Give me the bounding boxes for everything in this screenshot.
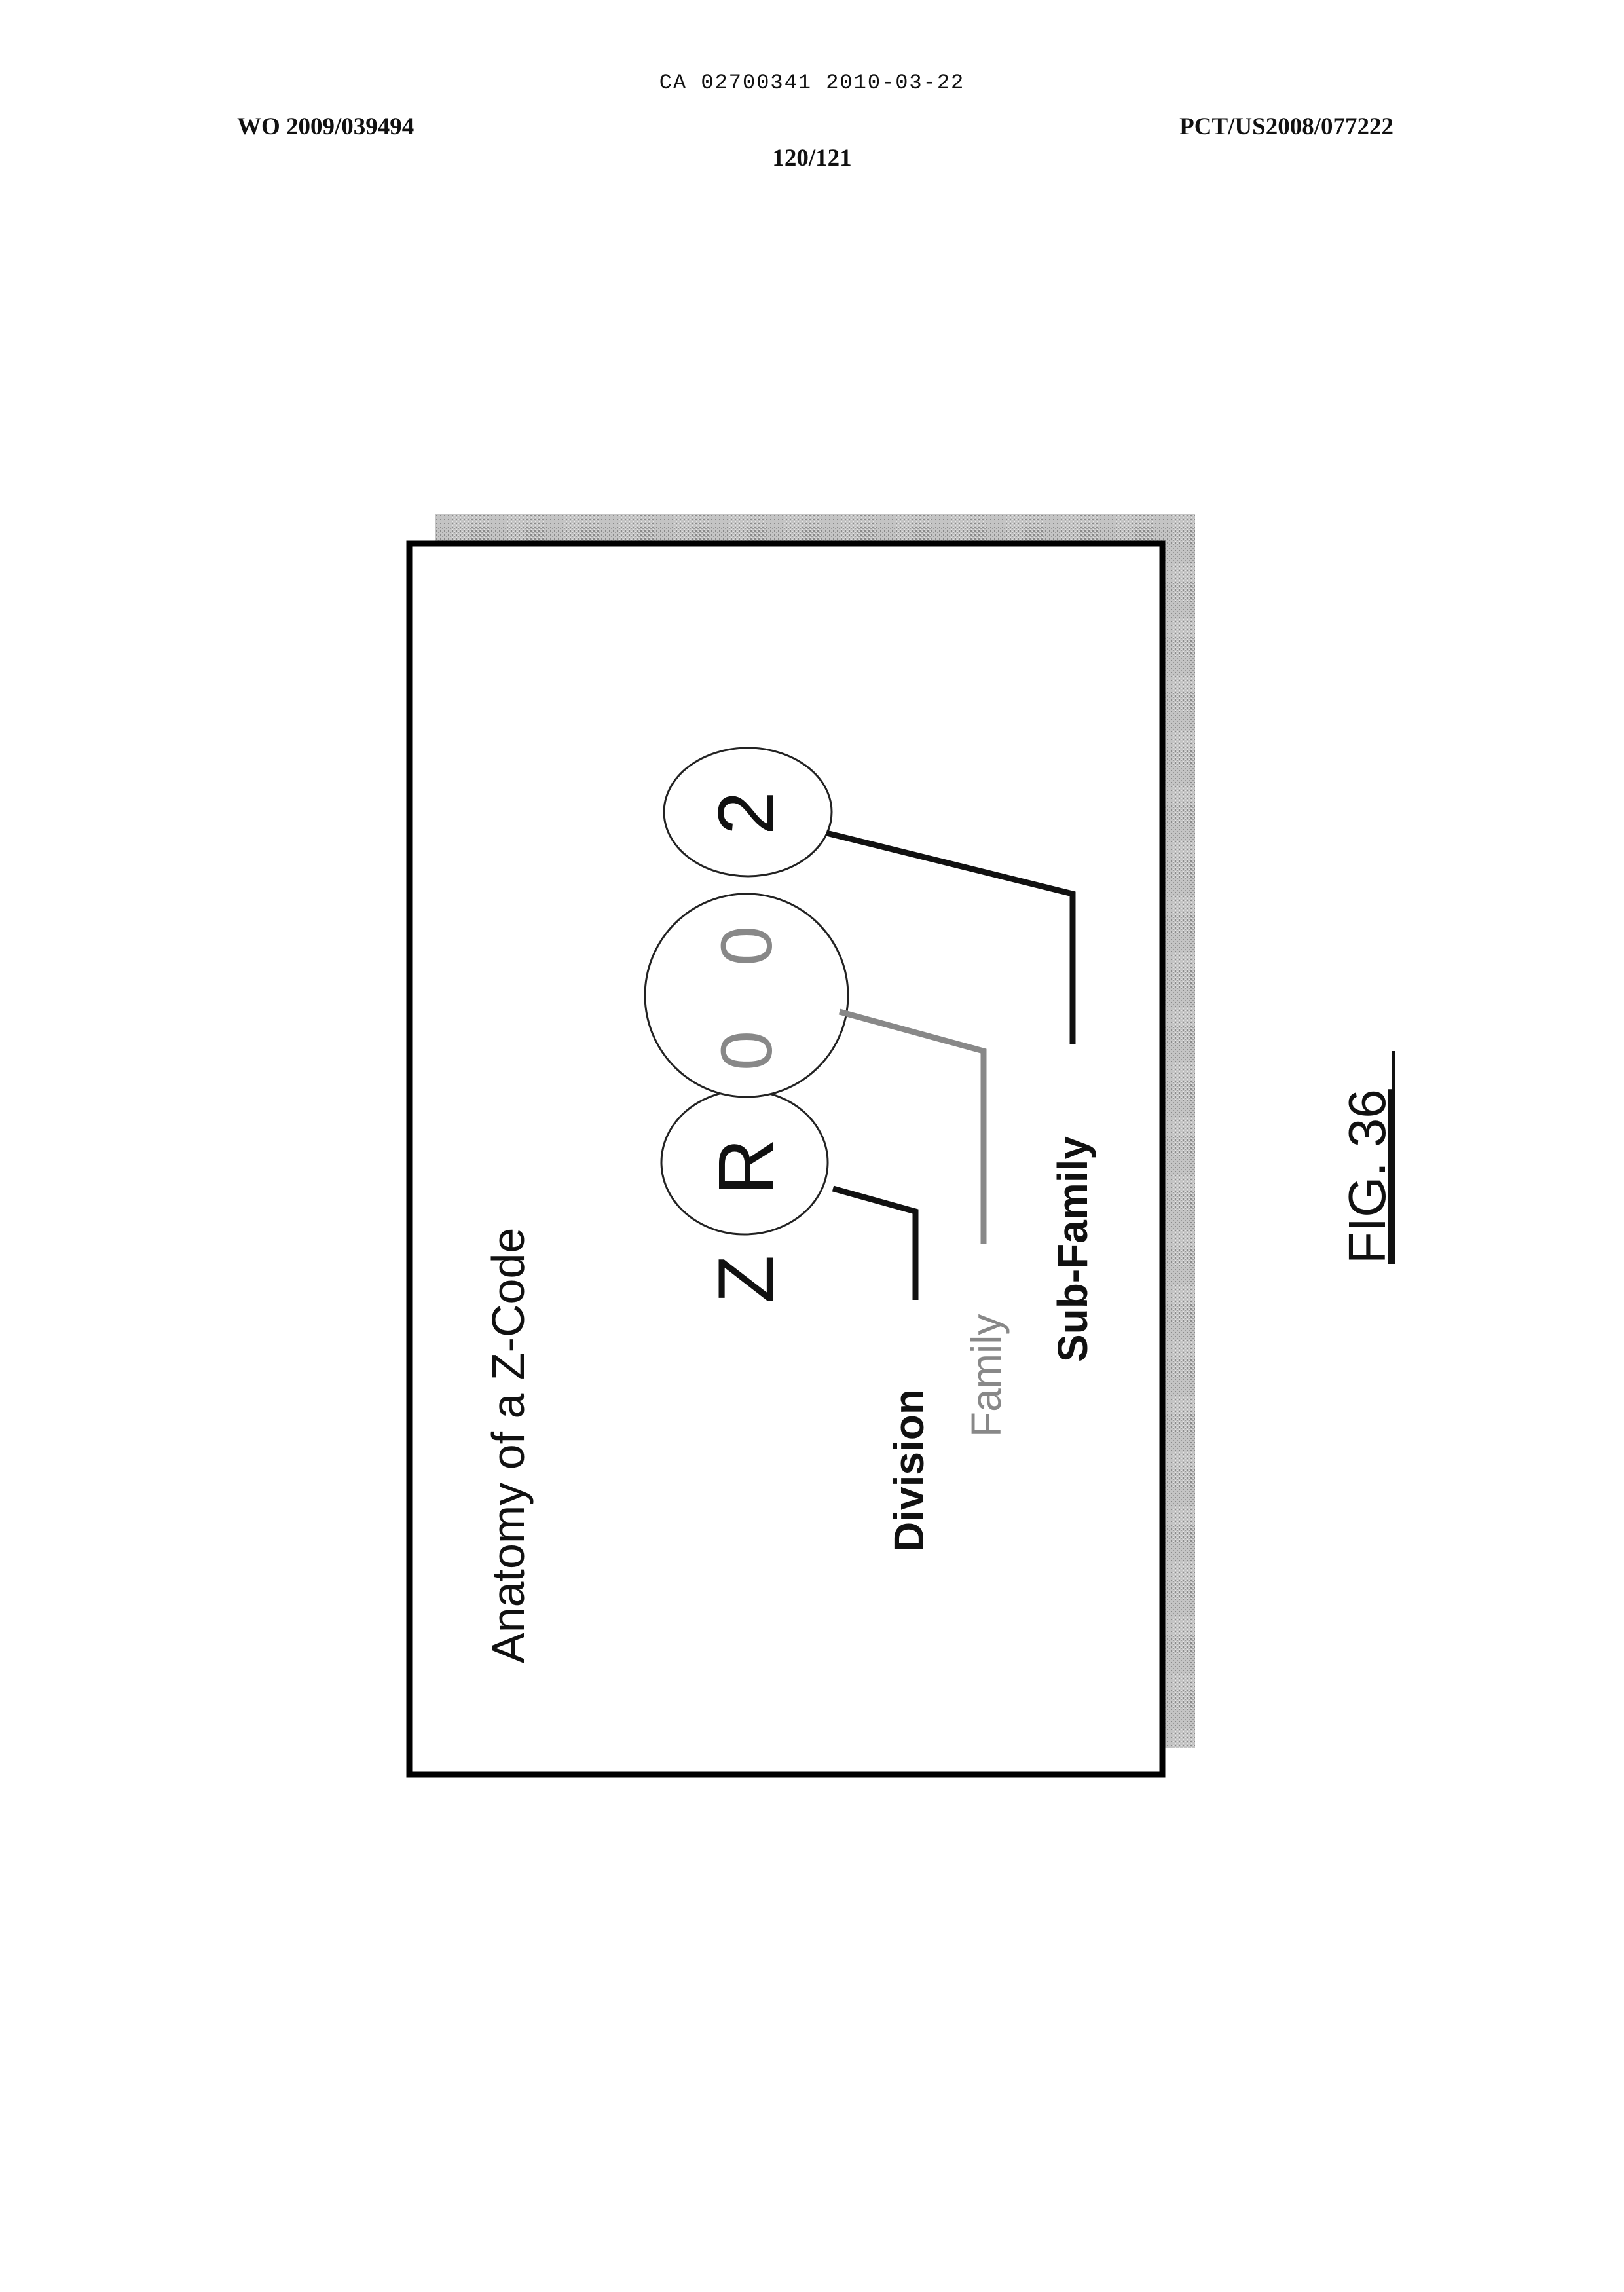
code-char-0a: 0: [707, 1031, 787, 1071]
label-family: Family: [963, 1314, 1010, 1437]
code-char-r: R: [702, 1138, 790, 1195]
code-char-2: 2: [702, 791, 790, 835]
code-char-z: Z: [702, 1255, 790, 1303]
figure-title: Anatomy of a Z-Code: [483, 1228, 534, 1663]
label-sub-family: Sub-Family: [1049, 1136, 1096, 1362]
label-division: Division: [885, 1389, 932, 1552]
code-char-0b: 0: [707, 926, 787, 966]
figure-caption: FIG. 36: [1338, 1089, 1396, 1264]
